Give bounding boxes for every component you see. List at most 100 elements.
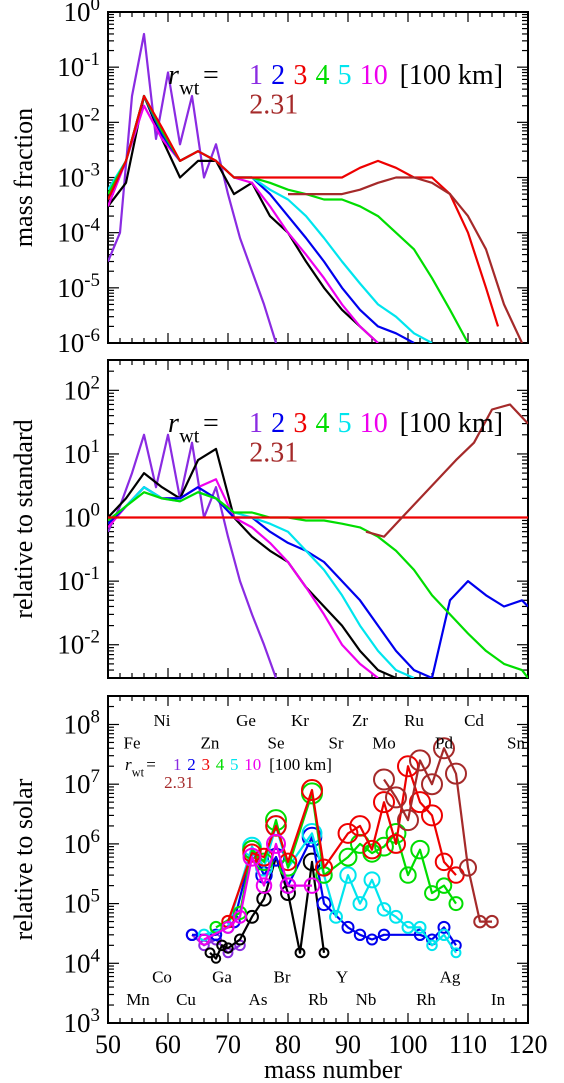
data-point-3 xyxy=(447,866,465,884)
legend-item-1: 1 xyxy=(173,755,182,774)
x-tick-label: 120 xyxy=(509,1030,548,1059)
data-point-10 xyxy=(303,877,321,894)
legend-item-1: 1 xyxy=(249,60,263,91)
element-label-Sn: Sn xyxy=(507,733,525,752)
x-tick-label: 60 xyxy=(155,1030,181,1059)
series-group xyxy=(108,32,523,343)
series-line-4 xyxy=(108,491,528,678)
data-point-3 xyxy=(409,791,431,814)
y-tick-label: 100 xyxy=(64,0,100,27)
data-point-2 xyxy=(366,933,378,946)
element-label-Br: Br xyxy=(274,968,291,987)
legend-item-3: 3 xyxy=(293,408,307,439)
axis-ticks xyxy=(107,695,529,1024)
series-line-1 xyxy=(108,433,278,678)
y-axis-label: mass fraction xyxy=(9,108,38,247)
element-label-In: In xyxy=(491,990,506,1009)
legend-item-2: 2 xyxy=(187,755,196,774)
series-line-3 xyxy=(108,94,500,327)
data-point-3 xyxy=(349,815,371,837)
y-tick-label: 10-4 xyxy=(57,215,100,248)
element-label-Ni: Ni xyxy=(154,711,171,730)
data-point-4 xyxy=(424,885,440,902)
data-point-2 xyxy=(209,928,223,942)
data-point-4 xyxy=(265,809,287,832)
data-point-5 xyxy=(389,909,403,924)
plot-frame xyxy=(107,695,529,1024)
element-label-Mn: Mn xyxy=(126,990,150,1009)
x-tick-label: 90 xyxy=(335,1030,361,1059)
legend-item-10: 10 xyxy=(244,755,261,774)
series-line-2 xyxy=(192,835,457,946)
legend-unit: [100 km] xyxy=(400,408,503,439)
data-point-4 xyxy=(232,905,248,920)
data-point-2.31 xyxy=(485,914,499,929)
legend-subscript: wt xyxy=(179,426,200,448)
x-tick-label: 80 xyxy=(275,1030,301,1059)
data-point-10 xyxy=(266,833,286,854)
element-label-Mo: Mo xyxy=(372,733,396,752)
element-label-Se: Se xyxy=(268,733,285,752)
element-label-Co: Co xyxy=(152,968,172,987)
y-tick-label: 10-3 xyxy=(57,160,100,193)
data-point-3 xyxy=(373,791,395,814)
y-tick-label: 106 xyxy=(64,826,100,859)
y-tick-label: 10-1 xyxy=(57,49,100,82)
data-point-2.31 xyxy=(421,773,443,796)
data-point-10 xyxy=(198,933,210,946)
data-point-4 xyxy=(374,836,394,857)
legend-item-5: 5 xyxy=(230,755,239,774)
data-point-4 xyxy=(435,877,453,894)
data-point-4 xyxy=(399,866,417,884)
data-point-2 xyxy=(185,928,199,942)
legend-item-10: 10 xyxy=(360,408,388,439)
data-point-2.31 xyxy=(373,768,395,791)
legend-item-2-31: 2.31 xyxy=(164,773,194,792)
series-group xyxy=(108,403,528,678)
legend-item-3: 3 xyxy=(293,60,307,91)
data-point-10 xyxy=(221,920,235,934)
data-point-black xyxy=(294,947,306,959)
element-label-Zr: Zr xyxy=(352,711,368,730)
y-tick-label: 104 xyxy=(64,945,101,978)
element-label-Ga: Ga xyxy=(212,968,232,987)
data-point-3 xyxy=(386,833,406,854)
legend-symbol: r xyxy=(125,755,132,774)
element-label-Cu: Cu xyxy=(176,990,196,1009)
y-tick-label: 10-1 xyxy=(57,563,100,596)
legend-item-5: 5 xyxy=(338,408,352,439)
data-point-3 xyxy=(301,778,323,801)
y-tick-label: 107 xyxy=(64,766,100,799)
legend-item-4: 4 xyxy=(315,60,329,91)
data-point-10 xyxy=(242,847,262,867)
data-point-2 xyxy=(353,928,367,942)
y-tick-label: 10-6 xyxy=(57,325,100,358)
legend-subscript: wt xyxy=(179,78,200,100)
y-tick-label: 108 xyxy=(64,706,100,739)
legend-symbol: r xyxy=(168,408,179,439)
data-point-5 xyxy=(197,928,211,942)
y-tick-label: 105 xyxy=(64,886,100,919)
series-line-10 xyxy=(108,104,379,343)
series-line-10 xyxy=(108,478,379,678)
data-point-black xyxy=(210,953,222,964)
data-point-black xyxy=(216,939,228,952)
data-point-5 xyxy=(413,920,427,934)
series-line-2 xyxy=(108,94,415,343)
data-point-3 xyxy=(278,852,298,872)
data-point-5 xyxy=(329,909,343,924)
data-point-2.31 xyxy=(385,786,407,809)
data-point-2 xyxy=(341,920,355,934)
series-group xyxy=(185,737,499,964)
data-point-3 xyxy=(314,858,334,877)
element-label-Cd: Cd xyxy=(464,711,484,730)
series-line-black xyxy=(209,855,326,960)
element-label-Ge: Ge xyxy=(236,711,256,730)
data-point-3 xyxy=(362,839,382,860)
data-point-4 xyxy=(448,896,464,912)
legend: r wt = 1 2 3 4 5 10 [100 km] 2.31 xyxy=(168,60,503,120)
y-tick-label: 10-2 xyxy=(57,104,100,137)
series-line-2.31 xyxy=(383,747,492,923)
legend: r wt = 1 2 3 4 5 10 [100 km] 2.31 xyxy=(168,408,503,468)
